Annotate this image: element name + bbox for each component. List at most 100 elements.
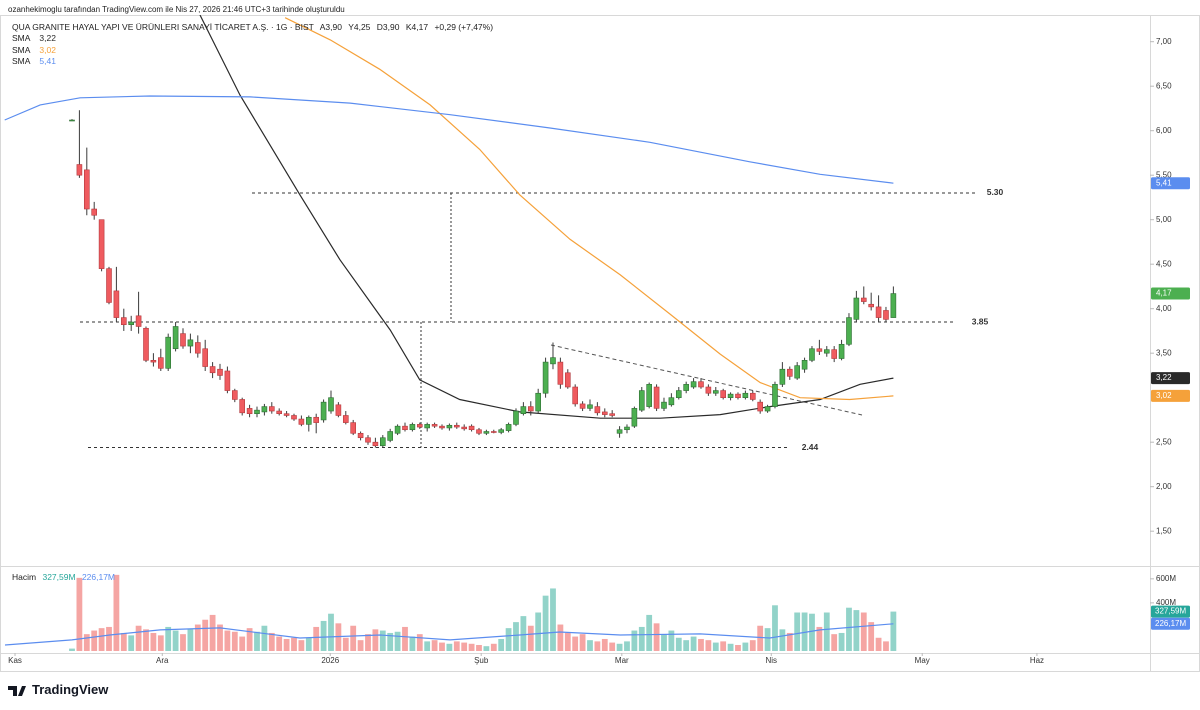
volume-bar: [453, 641, 460, 651]
candle-body: [520, 406, 527, 415]
sma-line: [199, 15, 894, 419]
candle-body: [120, 317, 127, 326]
volume-bar: [683, 640, 690, 651]
candle-body: [727, 393, 734, 398]
candle-body: [594, 406, 601, 414]
candle-body: [113, 290, 120, 318]
volume-bar: [653, 623, 660, 651]
volume-bar: [712, 642, 719, 651]
volume-bar: [128, 635, 135, 651]
volume-bar: [823, 612, 830, 651]
candle-body: [527, 406, 534, 412]
volume-bar: [357, 640, 364, 651]
candle-body: [675, 390, 682, 398]
candle-body: [357, 432, 364, 439]
candle-body: [394, 425, 401, 434]
logo: [8, 686, 26, 696]
candle-body: [587, 404, 593, 409]
volume-bar: [446, 643, 453, 651]
volume-bar: [860, 612, 867, 651]
candle-body: [276, 410, 282, 415]
legend-name: SMA: [12, 56, 31, 66]
volume-bar: [579, 634, 586, 651]
volume-title: Hacim: [12, 572, 37, 582]
y-tick-label: 5,50: [1156, 170, 1172, 179]
candle-body: [690, 381, 697, 388]
candle-body: [749, 392, 756, 400]
legend-value: 3,02: [39, 44, 56, 55]
candle-body: [342, 415, 349, 423]
volume-bar: [135, 625, 142, 651]
candle-body: [83, 169, 90, 210]
candle-body: [831, 349, 837, 359]
volume-bar: [335, 623, 342, 651]
volume-bar: [890, 611, 897, 651]
candle-body: [106, 268, 112, 303]
symbol-line: QUA GRANITE HAYAL YAPI VE ÜRÜNLERI SANAY…: [12, 22, 497, 32]
legend-name: SMA: [12, 44, 31, 55]
candle-body: [335, 404, 342, 416]
candle-body: [890, 293, 897, 318]
volume-bar: [194, 624, 201, 651]
y-tick-label: 4,50: [1156, 259, 1172, 268]
x-tick-label: Kas: [8, 656, 22, 665]
volume-bar: [831, 634, 838, 651]
sma-last-label: 3,02: [1156, 391, 1172, 400]
volume-bar: [757, 625, 764, 651]
ohlc-change: +0,29 (+7,47%): [434, 22, 494, 32]
brand: TradingView: [32, 682, 109, 697]
sma-last-label-box: [1151, 177, 1190, 190]
volume-bar: [69, 648, 75, 651]
volume-bar: [786, 632, 793, 651]
volume-bar: [624, 641, 630, 651]
volume-bar: [557, 624, 564, 651]
candle-body: [550, 357, 556, 365]
volume-bar: [350, 625, 357, 651]
candle-body: [816, 348, 823, 352]
y-tick-label: 6,50: [1156, 81, 1172, 90]
candle-body: [638, 390, 645, 411]
candle-body: [453, 424, 460, 428]
x-tick-label: 2026: [321, 656, 339, 665]
volume-bar: [735, 644, 741, 651]
candle-body: [631, 408, 638, 427]
volume-bar: [483, 646, 490, 651]
volume-bar: [409, 636, 416, 651]
volume-bar: [246, 628, 253, 651]
price-last-label-box: [1151, 287, 1190, 300]
candle-body: [809, 348, 815, 361]
candle-body: [720, 390, 726, 398]
volume-last-box: [1151, 605, 1190, 618]
volume-bar: [268, 632, 275, 651]
volume-bar: [779, 629, 786, 651]
candle-body: [883, 310, 889, 320]
legend-row: SMA 3,22: [12, 33, 60, 45]
y-tick-label: 1,50: [1156, 526, 1172, 535]
volume-bar: [224, 630, 231, 651]
level-label: 5.30: [987, 187, 1004, 197]
candle-body: [209, 366, 216, 374]
candle-body: [231, 390, 238, 400]
volume-bar: [276, 636, 283, 651]
volume-bar: [254, 631, 260, 651]
candle-body: [246, 408, 253, 415]
volume-bar: [772, 605, 778, 651]
volume-sma-value: 226,17M: [81, 572, 116, 582]
volume-value: 327,59M: [42, 572, 76, 582]
volume-bar: [513, 622, 519, 651]
volume-bar: [113, 574, 120, 651]
candle-body: [135, 315, 142, 327]
candle-body: [468, 425, 475, 431]
candle-body: [564, 372, 571, 388]
candle-body: [372, 441, 379, 447]
ohlc-close: K4,17: [405, 22, 429, 32]
volume-bar: [120, 632, 127, 651]
volume-bar: [705, 640, 712, 651]
volume-bar: [217, 624, 223, 651]
candle-body: [439, 425, 445, 429]
candle-body: [313, 416, 319, 423]
candle-body: [91, 208, 97, 216]
x-tick-label: Mar: [615, 656, 629, 665]
volume-bar: [261, 625, 268, 651]
